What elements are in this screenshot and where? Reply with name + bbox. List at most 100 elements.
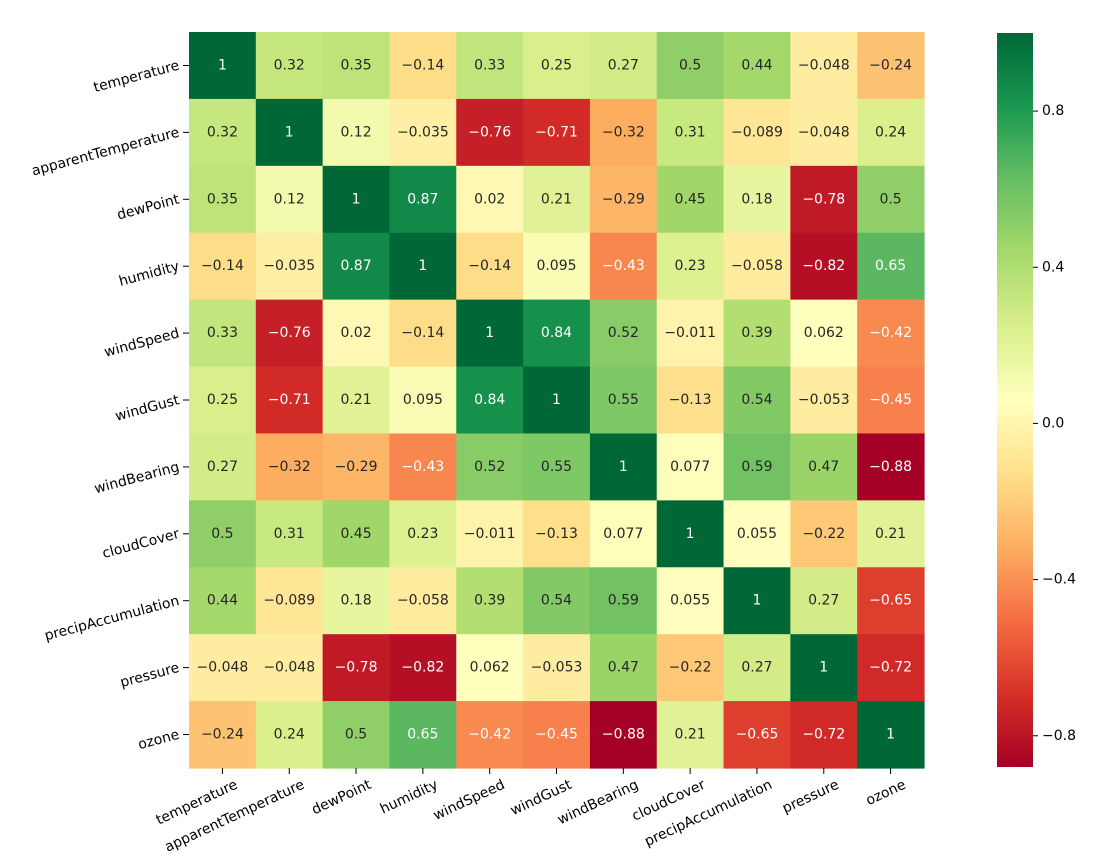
cell-value-label: −0.24 bbox=[869, 57, 912, 73]
heatmap-cell bbox=[189, 299, 257, 368]
cell-value-label: 0.24 bbox=[274, 727, 305, 743]
cell-value-label: −0.45 bbox=[535, 727, 578, 743]
cell-value-label: 0.12 bbox=[340, 124, 371, 140]
heatmap-cell bbox=[589, 500, 658, 568]
cell-value-label: 0.54 bbox=[541, 593, 572, 609]
heatmap-cell bbox=[456, 701, 524, 769]
heatmap-cell bbox=[189, 98, 257, 167]
heatmap-cell bbox=[389, 98, 457, 167]
heatmap-cell bbox=[723, 634, 791, 702]
heatmap-cell bbox=[790, 366, 858, 435]
colorbar-tick-label: 0.8 bbox=[1042, 103, 1064, 119]
heatmap-cell bbox=[456, 567, 524, 635]
heatmap-cell bbox=[656, 232, 725, 301]
cell-value-label: 0.062 bbox=[470, 660, 510, 676]
colorbar-tick-label: −0.8 bbox=[1042, 728, 1076, 744]
heatmap-cell bbox=[456, 32, 524, 100]
heatmap-cell bbox=[389, 299, 457, 368]
cell-value-label: −0.048 bbox=[263, 660, 315, 676]
colorbar-gradient bbox=[997, 33, 1033, 767]
cell-value-label: 0.33 bbox=[474, 57, 505, 73]
heatmap-cell bbox=[656, 366, 725, 435]
cell-value-label: 0.5 bbox=[345, 727, 367, 743]
cell-value-label: 0.31 bbox=[675, 124, 706, 140]
cell-value-label: −0.78 bbox=[335, 660, 378, 676]
cell-value-label: −0.035 bbox=[397, 124, 449, 140]
cell-value-label: 0.33 bbox=[207, 325, 238, 341]
cell-value-label: −0.13 bbox=[535, 526, 578, 542]
cell-value-label: 0.52 bbox=[474, 459, 505, 475]
heatmap-cell bbox=[456, 299, 524, 368]
heatmap-cell bbox=[189, 500, 257, 568]
heatmap-cell bbox=[523, 232, 591, 301]
cell-value-label: 0.65 bbox=[875, 258, 906, 274]
cell-value-label: 1 bbox=[285, 124, 294, 140]
heatmap-cell bbox=[456, 634, 524, 702]
cell-value-label: 0.02 bbox=[340, 325, 371, 341]
cell-value-label: −0.053 bbox=[798, 392, 850, 408]
cell-value-label: 0.5 bbox=[211, 526, 233, 542]
cell-value-label: −0.29 bbox=[335, 459, 378, 475]
heatmap-cell bbox=[255, 634, 324, 702]
heatmap-cell bbox=[389, 232, 457, 301]
heatmap-cell bbox=[656, 500, 725, 568]
cell-value-label: −0.82 bbox=[401, 660, 444, 676]
cell-value-label: −0.42 bbox=[869, 325, 912, 341]
y-tick-label: ozone bbox=[136, 727, 181, 753]
heatmap-cell bbox=[589, 366, 658, 435]
heatmap-cell bbox=[322, 634, 391, 702]
cell-value-label: −0.76 bbox=[268, 325, 311, 341]
y-tick-label: windGust bbox=[114, 392, 182, 425]
heatmap-cell bbox=[322, 701, 391, 769]
cell-value-label: 0.02 bbox=[474, 191, 505, 207]
heatmap-cell bbox=[790, 98, 858, 167]
cell-value-label: 0.095 bbox=[536, 258, 576, 274]
cell-value-label: 0.84 bbox=[474, 392, 505, 408]
heatmap-cell bbox=[523, 32, 591, 100]
cell-value-label: 0.35 bbox=[207, 191, 238, 207]
cell-value-label: 0.45 bbox=[675, 191, 706, 207]
cell-value-label: 0.87 bbox=[340, 258, 371, 274]
cell-value-label: 0.27 bbox=[608, 57, 639, 73]
heatmap-cell bbox=[322, 500, 391, 568]
heatmap-cell bbox=[857, 366, 925, 435]
heatmap-cell bbox=[790, 32, 858, 100]
y-tick-label: cloudCover bbox=[101, 526, 182, 562]
cell-value-label: 1 bbox=[819, 660, 828, 676]
heatmap-cell bbox=[523, 701, 591, 769]
heatmap-cell bbox=[523, 634, 591, 702]
cell-value-label: 0.055 bbox=[737, 526, 777, 542]
heatmap-cell bbox=[255, 32, 324, 100]
cell-value-label: −0.048 bbox=[798, 57, 850, 73]
cell-value-label: −0.88 bbox=[869, 459, 912, 475]
cell-value-label: 0.21 bbox=[875, 526, 906, 542]
cell-value-label: −0.71 bbox=[535, 124, 578, 140]
cell-value-label: −0.45 bbox=[869, 392, 912, 408]
heatmap-cell bbox=[189, 366, 257, 435]
cell-value-label: −0.13 bbox=[669, 392, 712, 408]
cell-value-label: −0.72 bbox=[869, 660, 912, 676]
heatmap-cell bbox=[857, 433, 925, 501]
cell-value-label: 0.18 bbox=[340, 593, 371, 609]
heatmap-cell bbox=[255, 701, 324, 769]
cell-value-label: 0.59 bbox=[741, 459, 772, 475]
cell-value-label: −0.22 bbox=[669, 660, 712, 676]
cell-value-label: 0.23 bbox=[407, 526, 438, 542]
cell-value-label: −0.053 bbox=[531, 660, 583, 676]
heatmap-cell bbox=[255, 500, 324, 568]
cell-value-label: 1 bbox=[352, 191, 361, 207]
cell-value-label: −0.058 bbox=[397, 593, 449, 609]
x-tick-label: precipAccumulation bbox=[642, 777, 775, 850]
heatmap-cell bbox=[589, 32, 658, 100]
heatmap-cell bbox=[255, 567, 324, 635]
cell-value-label: 1 bbox=[886, 727, 895, 743]
cell-value-label: 0.25 bbox=[541, 57, 572, 73]
cell-value-label: 0.32 bbox=[207, 124, 238, 140]
cell-value-label: 0.25 bbox=[207, 392, 238, 408]
cell-value-label: −0.88 bbox=[602, 727, 645, 743]
cell-value-label: −0.72 bbox=[802, 727, 845, 743]
heatmap-cell bbox=[523, 567, 591, 635]
cell-value-label: −0.089 bbox=[263, 593, 315, 609]
heatmap-cell bbox=[255, 165, 324, 234]
heatmap-cell bbox=[322, 232, 391, 301]
